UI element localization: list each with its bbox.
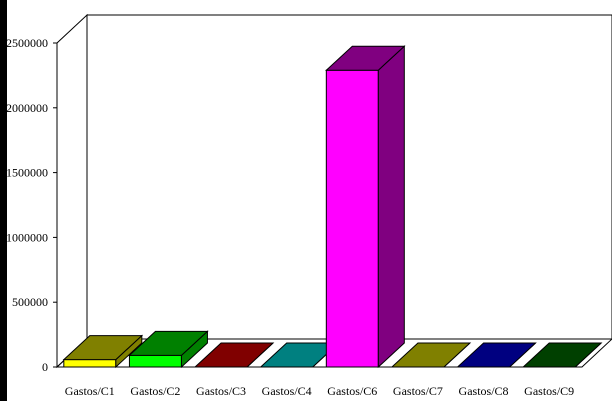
x-tick-labels: Gastos/C1 Gastos/C2 Gastos/C3 Gastos/C4 Gast… (65, 384, 574, 398)
x-tick-label: Gastos/C1 (65, 384, 115, 398)
bar-top (456, 342, 537, 368)
bar-front (325, 69, 379, 368)
bar-front (63, 359, 117, 368)
x-tick-label: Gastos/C4 (262, 384, 312, 398)
y-tick-label: 2500000 (6, 36, 48, 50)
y-tick-label: 0 (42, 360, 48, 374)
bar-top (521, 342, 603, 368)
bar-gastos-c8 (456, 342, 537, 368)
x-tick-label: Gastos/C9 (524, 384, 574, 398)
bar-top (128, 330, 209, 356)
bar-top (390, 342, 472, 368)
y-tick-label: 500000 (12, 295, 48, 309)
bar-gastos-c2 (128, 330, 209, 369)
bars-group (62, 45, 603, 369)
bar-front (128, 354, 182, 368)
bar-gastos-c1 (62, 334, 144, 369)
bar-gastos-c9 (521, 342, 603, 368)
bar-gastos-c7 (390, 342, 472, 368)
y-tick-label: 2000000 (6, 101, 48, 115)
bar-top (62, 335, 144, 361)
x-tick-label: Gastos/C8 (459, 384, 509, 398)
left-edge-bar (0, 0, 7, 401)
x-tick-label: Gastos/C6 (327, 384, 377, 398)
y-tick-labels: 0 500000 1000000 1500000 2000000 2500000 (6, 36, 57, 374)
x-tick-label: Gastos/C7 (393, 384, 443, 398)
y-tick-label: 1000000 (6, 230, 48, 244)
bar-gastos-c6 (325, 45, 406, 369)
bar-top (193, 342, 275, 368)
x-tick-label: Gastos/C3 (196, 384, 246, 398)
bar-gastos-c3 (193, 342, 275, 368)
x-tick-label: Gastos/C2 (130, 384, 180, 398)
bar-top (325, 45, 406, 71)
bar-side (377, 45, 405, 369)
y-tick-label: 1500000 (6, 166, 48, 180)
